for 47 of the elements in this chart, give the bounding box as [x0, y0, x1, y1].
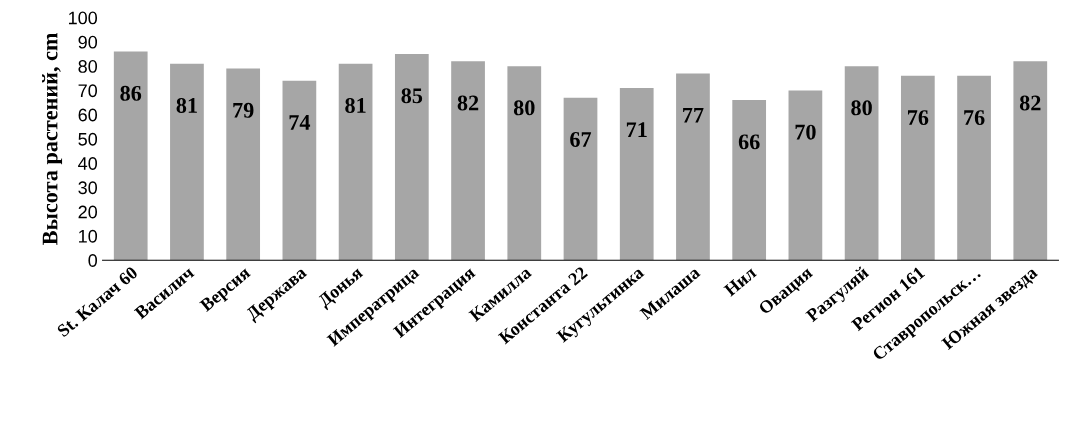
- y-tick-label: 20: [78, 205, 98, 219]
- y-tick-label: 40: [78, 157, 98, 170]
- data-label: 76: [964, 110, 985, 126]
- bar: [282, 80, 317, 261]
- y-tick-label: 50: [78, 132, 98, 146]
- bar: [732, 100, 767, 261]
- data-label: 81: [176, 97, 197, 113]
- y-tick-label: 80: [78, 60, 98, 73]
- data-label: 67: [570, 131, 592, 147]
- y-tick-label: 0: [88, 254, 98, 267]
- y-axis-title: Высота растений, cm: [42, 32, 63, 245]
- y-tick-label: 10: [79, 229, 98, 243]
- bar: [451, 61, 485, 261]
- data-label: 71: [626, 122, 647, 137]
- data-label: 81: [345, 97, 366, 113]
- data-label: 66: [738, 134, 760, 150]
- data-label: 77: [683, 107, 704, 123]
- bar: [788, 90, 823, 261]
- data-label: 86: [120, 85, 142, 101]
- bar: [338, 63, 373, 261]
- bar: [1013, 61, 1048, 261]
- bar: [226, 68, 261, 261]
- y-tick-label: 90: [78, 35, 98, 49]
- bar: [900, 75, 935, 261]
- bar: [676, 73, 710, 261]
- y-tick-label: 70: [78, 84, 98, 98]
- data-label: 82: [1019, 95, 1041, 111]
- data-label: 85: [401, 88, 423, 104]
- data-label: 76: [908, 110, 929, 126]
- bar: [394, 54, 429, 261]
- data-label: 79: [233, 102, 254, 118]
- bar: [170, 63, 204, 261]
- data-label: 74: [289, 115, 311, 130]
- bar: [844, 66, 879, 261]
- bar: [113, 51, 148, 261]
- y-tick-label: 60: [78, 108, 98, 122]
- bar: [507, 66, 542, 261]
- bar: [957, 75, 991, 261]
- bar: [563, 97, 598, 261]
- y-tick-label: 100: [68, 11, 98, 25]
- data-label: 70: [795, 124, 816, 140]
- x-tick-label: Нил: [723, 265, 757, 297]
- data-label: 82: [457, 95, 479, 111]
- data-label: 80: [513, 100, 535, 116]
- y-tick-label: 30: [78, 181, 98, 195]
- bar: [619, 87, 654, 261]
- data-label: 80: [851, 100, 872, 116]
